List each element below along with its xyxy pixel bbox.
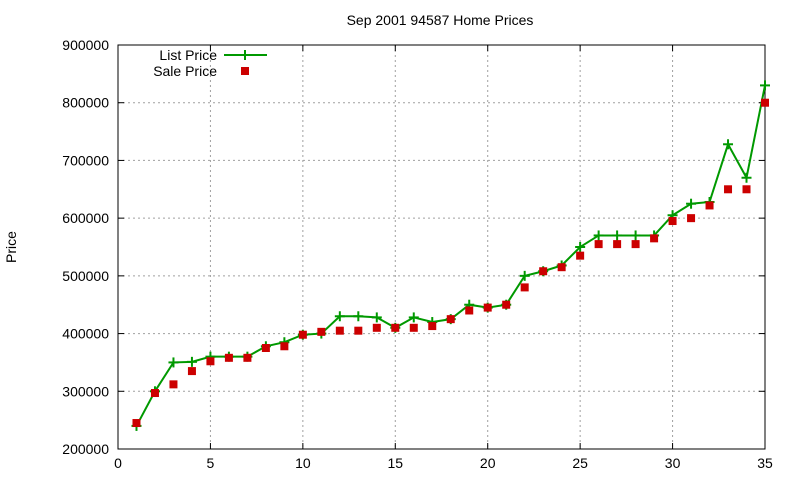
axis-ticks (117, 44, 766, 450)
x-tick-label: 35 (757, 455, 773, 471)
y-tick-label: 900000 (62, 37, 109, 53)
data-point-sale-price (298, 330, 307, 339)
data-point-list-price (741, 172, 752, 183)
data-point-sale-price (317, 327, 326, 336)
data-point-list-price (334, 311, 345, 322)
y-axis-tick-labels: 200000 300000 400000 500000 600000 700000 8000… (62, 37, 109, 457)
data-point-sale-price (483, 303, 492, 312)
data-point-sale-price (409, 323, 418, 332)
data-point-sale-price (169, 380, 178, 389)
data-point-list-price (612, 230, 623, 241)
data-point-sale-price (502, 300, 511, 309)
x-tick-label: 5 (207, 455, 215, 471)
data-point-sale-price (520, 283, 529, 292)
data-point-list-price (686, 198, 697, 209)
data-point-sale-price (187, 367, 196, 376)
x-axis-tick-labels: 0 5 10 15 20 25 30 35 (114, 455, 773, 471)
data-point-list-price (630, 230, 641, 241)
x-tick-label: 15 (387, 455, 403, 471)
data-point-sale-price (668, 217, 677, 226)
x-tick-label: 30 (665, 455, 681, 471)
data-point-sale-price (631, 240, 640, 249)
y-tick-label: 800000 (62, 95, 109, 111)
data-point-sale-price (687, 214, 696, 223)
data-point-sale-price (613, 240, 622, 249)
data-point-sale-price (150, 389, 159, 398)
legend: List Price Sale Price (153, 47, 267, 79)
data-point-sale-price (761, 98, 769, 107)
series-layer (131, 80, 770, 431)
data-point-sale-price (557, 263, 566, 272)
y-tick-label: 600000 (62, 210, 109, 226)
data-point-list-price (353, 311, 364, 322)
data-point-sale-price (243, 353, 252, 362)
data-point-sale-price (594, 240, 603, 249)
data-point-sale-price (224, 353, 233, 362)
data-point-sale-price (206, 357, 215, 366)
y-tick-label: 200000 (62, 441, 109, 457)
y-tick-label: 700000 (62, 152, 109, 168)
plot-frame (117, 44, 766, 450)
data-point-sale-price (742, 185, 751, 194)
data-point-list-price (408, 312, 419, 323)
data-point-sale-price (261, 344, 270, 352)
data-point-sale-price (428, 322, 437, 331)
y-tick-label: 300000 (62, 383, 109, 399)
data-point-sale-price (354, 326, 363, 335)
data-point-sale-price (576, 251, 585, 260)
data-point-list-price (186, 356, 197, 367)
legend-label-list-price: List Price (159, 47, 217, 63)
x-tick-label: 10 (295, 455, 311, 471)
data-point-sale-price (335, 326, 344, 335)
chart-title: Sep 2001 94587 Home Prices (347, 12, 534, 28)
data-point-list-price (168, 357, 179, 368)
data-point-list-price (371, 312, 382, 323)
data-point-list-price (760, 80, 770, 91)
series-sale-price (132, 98, 769, 428)
data-point-sale-price (446, 315, 455, 324)
y-axis-label: Price (3, 231, 19, 263)
x-tick-label: 0 (114, 455, 122, 471)
data-point-sale-price (465, 306, 474, 315)
data-point-sale-price (372, 323, 381, 332)
y-tick-label: 400000 (62, 326, 109, 342)
legend-label-sale-price: Sale Price (153, 63, 217, 79)
data-point-list-price (723, 139, 734, 150)
data-point-sale-price (650, 234, 659, 243)
data-point-sale-price (391, 323, 400, 332)
legend-marker-sale-price (241, 67, 249, 75)
data-point-sale-price (280, 342, 289, 351)
series-list-price (131, 80, 770, 431)
data-point-sale-price (132, 419, 141, 428)
data-point-list-price (575, 242, 586, 252)
data-point-list-price (519, 270, 530, 281)
x-tick-label: 20 (480, 455, 496, 471)
legend-marker-list-price (240, 50, 250, 60)
grid (118, 45, 765, 449)
y-tick-label: 500000 (62, 268, 109, 284)
data-point-sale-price (705, 201, 714, 210)
data-point-sale-price (539, 267, 548, 276)
data-point-list-price (593, 230, 604, 241)
series-line-list-price (135, 85, 766, 427)
data-point-sale-price (724, 185, 733, 194)
x-tick-label: 25 (572, 455, 588, 471)
